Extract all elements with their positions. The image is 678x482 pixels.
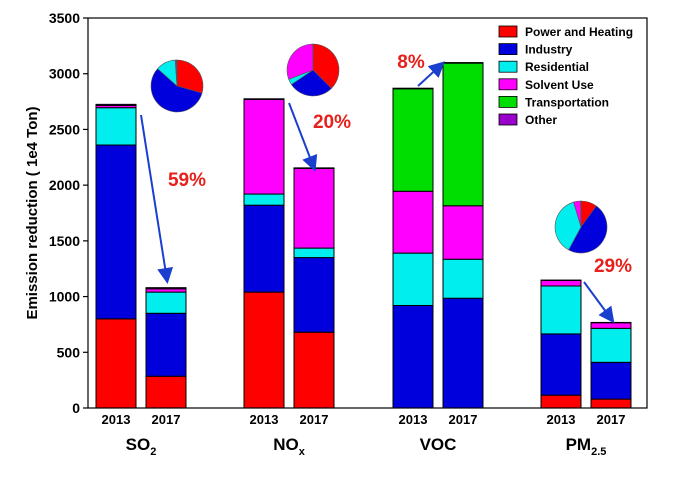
bar-voc-2013-transportation [392,88,434,192]
group-label: NOx [273,435,306,458]
legend-swatch [498,113,518,126]
bar-no-2017-solvent-use [293,167,335,249]
bar-so-2013-industry [95,144,137,320]
legend-entry: Transportation [525,95,609,109]
bar-no-2013-solvent-use [243,98,285,195]
group-label: PM2.5 [566,435,607,458]
bar-so-2017-industry [145,312,187,377]
legend-swatch [498,96,518,108]
bar-no-2017-residential [293,247,335,259]
bar-voc-2017-transportation [442,62,484,207]
legend-swatch [498,43,518,55]
y-tick-label: 2000 [49,177,80,193]
change-percent-label: 8% [397,52,425,73]
bar-pm-2013-solvent-use [540,279,582,287]
change-percent-label: 59% [168,170,206,191]
y-axis-label: Emission reduction ( 1e4 Ton) [24,106,41,319]
year-tick-label: 2017 [449,412,478,427]
group-label: SO2 [126,435,157,458]
bar-voc-2017-other [442,62,484,64]
legend-entry: Power and Heating [525,25,633,39]
bar-so-2017-power-and-heating [145,375,187,409]
pies [150,43,608,254]
legend-entry: Industry [525,43,573,57]
pie-slice-no-solvent-use [286,43,314,80]
pie-slice-so-other [176,59,178,87]
bar-no-2013-residential [243,193,285,206]
year-tick-label: 2017 [597,412,626,427]
bar-so-2013-other [95,103,137,106]
y-tick-label: 0 [72,400,80,416]
bar-voc-2017-residential [442,258,484,299]
legend-entry: Solvent Use [525,78,594,92]
bar-pm-2017-industry [590,361,632,400]
year-tick-label: 2017 [300,412,329,427]
bar-pm-2017-residential [590,327,632,363]
year-tick-label: 2013 [547,412,576,427]
change-arrow [288,102,318,172]
bar-no-2013-other [243,98,285,100]
pie-slice-so-industry [150,68,203,113]
bar-no-2013-industry [243,204,285,293]
pie-slice-no-power-and-heating [312,43,340,89]
plot-frame [87,17,648,409]
bar-pm-2017-power-and-heating [590,398,632,409]
bars [95,62,632,409]
change-arrow [583,281,615,324]
y-tick-label: 2500 [49,121,80,137]
labels: 2013 2017 SO2 2013 2017 NOx 2013 2017 VOC 2013 201… [24,10,632,458]
pie-slice-no-industry [291,69,332,97]
legend-swatch [498,25,518,38]
bar-voc-2013-industry [392,304,434,409]
change-percent-label: 20% [313,112,351,133]
y-tick-label: 500 [57,344,81,360]
change-percent-label: 29% [594,256,632,277]
legend: Power and Heating Industry Residential Solv… [498,25,633,127]
group-label: VOC [420,435,457,454]
bar-pm-2013-power-and-heating [540,394,582,409]
bar-so-2017-residential [145,291,187,314]
y-tick-label: 1000 [49,289,80,305]
y-tick-label: 3000 [49,66,80,82]
legend-swatch [498,78,518,91]
bar-pm-2017-solvent-use [590,322,632,329]
bar-no-2017-industry [293,257,335,333]
bar-no-2013-power-and-heating [243,291,285,409]
bar-voc-2013-other [392,87,434,90]
bar-voc-2017-solvent-use [442,205,484,260]
bar-so-2013-power-and-heating [95,318,137,409]
y-tick-label: 3500 [49,10,80,26]
legend-entry: Other [525,113,557,127]
legend-entry: Residential [525,60,589,74]
change-arrow [417,61,445,87]
pie-slice-so-power-and-heating [176,59,204,94]
bar-pm-2013-industry [540,333,582,396]
bar-voc-2017-industry [442,297,484,409]
year-tick-label: 2017 [152,412,181,427]
axes [83,17,648,409]
bar-voc-2013-residential [392,252,434,306]
bar-so-2017-other [145,287,187,290]
year-tick-label: 2013 [399,412,428,427]
bar-so-2017-solvent-use [145,288,187,293]
arrows [140,61,615,324]
year-tick-label: 2013 [102,412,131,427]
change-arrow [140,114,174,284]
pie-slice-pm-industry [568,205,608,254]
bar-voc-2013-solvent-use [392,190,434,254]
legend-swatch [498,60,518,73]
bar-so-2013-residential [95,107,137,146]
pie-slice-pm-residential [554,201,582,251]
y-tick-label: 1500 [49,233,80,249]
bar-pm-2013-residential [540,285,582,335]
year-tick-label: 2013 [250,412,279,427]
bar-no-2017-power-and-heating [293,331,335,409]
